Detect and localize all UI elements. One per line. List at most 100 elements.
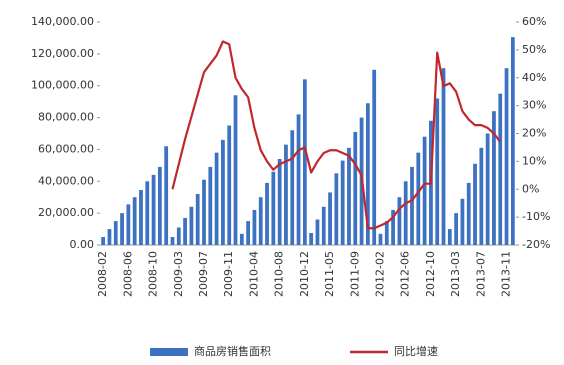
y2-tick-label: -20% — [522, 238, 550, 251]
bar — [441, 68, 446, 245]
bar — [113, 221, 118, 245]
bar — [391, 209, 395, 245]
bar — [315, 219, 320, 245]
bar — [101, 237, 106, 245]
x-tick-label: 2013-03 — [449, 251, 462, 297]
y-tick-label: 60,000.00 — [38, 142, 94, 155]
bar — [239, 233, 244, 245]
bar — [365, 103, 370, 245]
x-tick-label: 2013-11 — [500, 251, 513, 297]
x-tick-label: 2009-07 — [197, 251, 210, 297]
bar — [384, 221, 389, 245]
bar — [435, 98, 440, 245]
bar — [372, 69, 377, 246]
legend-swatch — [150, 348, 188, 356]
bar — [504, 68, 509, 245]
x-tick-label: 2012-10 — [424, 251, 437, 297]
bar — [195, 194, 200, 245]
bar — [183, 217, 187, 245]
x-tick-label: 2011-09 — [348, 251, 361, 297]
legend-label: 同比增速 — [394, 344, 438, 358]
x-tick-label: 2010-04 — [247, 251, 260, 297]
y-tick-label: 120,000.00 — [31, 47, 94, 60]
bar — [485, 133, 490, 245]
y2-tick-label: 50% — [522, 43, 546, 56]
bar — [347, 147, 351, 245]
bar — [397, 197, 402, 245]
bar — [214, 152, 219, 245]
bar — [479, 147, 484, 245]
bar — [422, 136, 427, 245]
bar — [157, 166, 162, 245]
bar — [378, 233, 383, 245]
bar — [271, 171, 276, 245]
bar — [321, 206, 326, 245]
bar — [145, 181, 150, 245]
y-tick-label: 0.00 — [70, 238, 95, 251]
y-tick-label: 100,000.00 — [31, 79, 94, 92]
y2-tick-label: 30% — [522, 99, 546, 112]
bar — [498, 93, 503, 245]
bar — [416, 152, 421, 245]
bar — [265, 182, 269, 245]
x-tick-label: 2012-06 — [399, 251, 412, 297]
bar — [403, 181, 408, 245]
bar — [170, 237, 175, 245]
bar — [227, 125, 232, 245]
bar — [189, 206, 194, 245]
y-tick-label: 40,000.00 — [38, 174, 94, 187]
y-tick-label: 20,000.00 — [38, 206, 94, 219]
bar — [221, 139, 225, 245]
y2-tick-label: 10% — [522, 154, 546, 167]
bar — [132, 197, 137, 245]
bar — [309, 233, 314, 245]
bar — [252, 209, 257, 245]
x-tick-label: 2010-08 — [273, 251, 286, 297]
bar — [176, 227, 181, 245]
bar — [353, 131, 358, 245]
bar — [120, 213, 124, 245]
bar — [410, 166, 414, 245]
x-tick-label: 2012-02 — [373, 251, 386, 297]
x-tick-label: 2008-06 — [121, 251, 134, 297]
bar — [473, 163, 477, 245]
bar — [246, 221, 251, 245]
bar — [328, 192, 332, 245]
bar — [447, 229, 452, 245]
x-tick-label: 2013-07 — [474, 251, 487, 297]
x-tick-label: 2008-10 — [147, 251, 160, 297]
bar — [107, 229, 112, 245]
y2-tick-label: 40% — [522, 71, 546, 84]
y2-tick-label: 60% — [522, 15, 546, 28]
y-tick-label: 140,000.00 — [31, 15, 94, 28]
bar — [302, 79, 307, 245]
y2-tick-label: -10% — [522, 210, 550, 223]
y-tick-label: 80,000.00 — [38, 111, 94, 124]
x-tick-label: 2011-05 — [323, 251, 336, 297]
bar — [290, 130, 295, 245]
bar — [492, 111, 496, 245]
bar — [164, 146, 169, 245]
legend-label: 商品房销售面积 — [194, 344, 271, 358]
bar — [460, 198, 465, 245]
bar — [466, 182, 471, 245]
x-tick-label: 2009-11 — [222, 251, 235, 297]
bar — [202, 179, 206, 245]
y2-tick-label: 20% — [522, 127, 546, 140]
bar — [284, 144, 288, 245]
y2-tick-label: 0% — [522, 182, 539, 195]
bar — [340, 160, 345, 245]
bar — [334, 173, 339, 245]
line — [171, 40, 502, 230]
bar — [208, 166, 213, 245]
bar — [233, 95, 238, 246]
bar — [296, 114, 301, 245]
bar — [258, 197, 263, 245]
x-tick-label: 2009-03 — [172, 251, 185, 297]
x-tick-label: 2008-02 — [96, 251, 109, 297]
bar — [139, 190, 143, 245]
bar — [510, 37, 515, 245]
bar — [277, 158, 282, 245]
bar — [454, 213, 459, 245]
